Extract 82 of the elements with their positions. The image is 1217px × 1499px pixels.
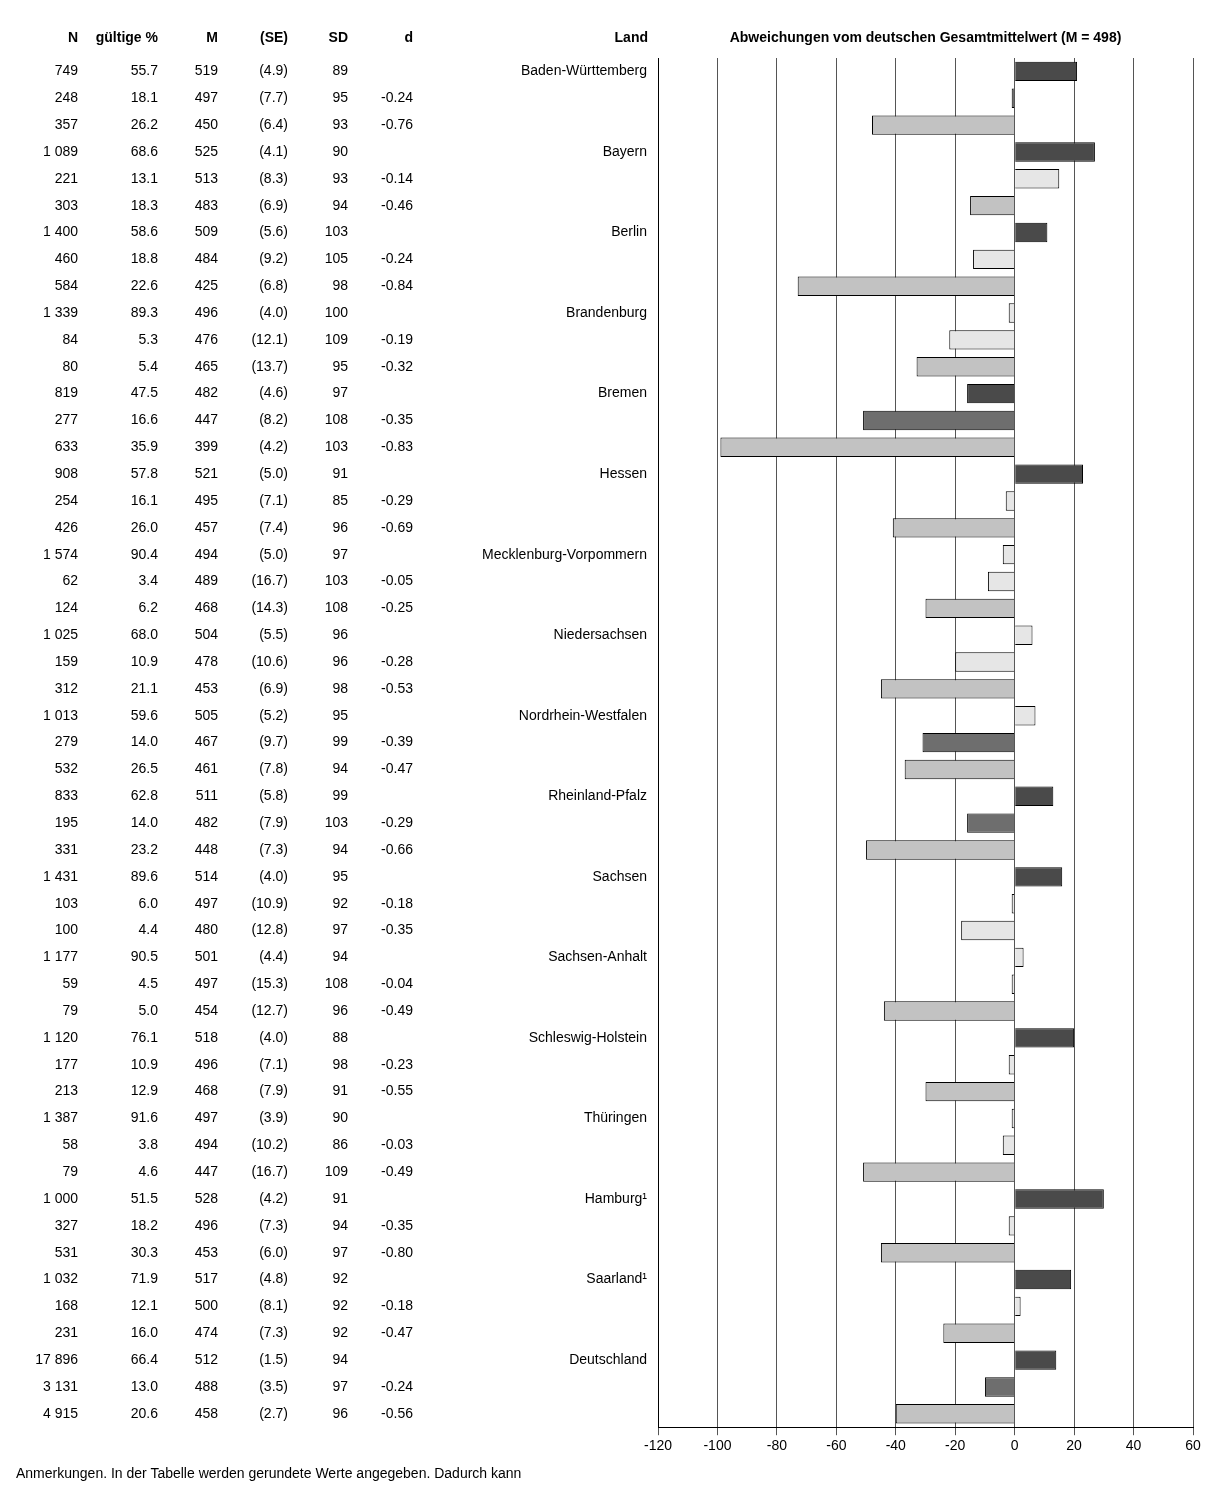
text: 531 30.3 453 (6.0) 97 -0.80: [54, 1243, 413, 1260]
text: 159 10.9 478 (10.6) 96 -0.28: [54, 652, 413, 669]
text: 59 4.5 497 (15.3) 108 -0.04: [62, 975, 413, 992]
text: 749 55.7 519 (4.9) 89: [54, 62, 348, 79]
text: 908 57.8 521 (5.0) 91: [54, 464, 348, 481]
y-tick-label: Niedersachsen: [553, 626, 647, 643]
y-tick-label: Hessen: [599, 464, 647, 481]
y-tick-label: Rheinland-Pfalz: [548, 787, 647, 804]
text: 168 12.1 500 (8.1) 92 -0.18: [54, 1297, 413, 1314]
text: 79 4.6 447 (16.7) 109 -0.49: [62, 1163, 413, 1180]
y-tick-label: Mecklenburg-Vorpommern: [482, 545, 647, 562]
x-tick-label: 20: [1066, 1437, 1083, 1454]
x-tick-label: 60: [1185, 1437, 1201, 1454]
y-tick-label: Bremen: [597, 384, 647, 401]
text: 17 896 66.4 512 (1.5) 94: [35, 1350, 348, 1367]
text: 3 131 13.0 488 (3.5) 97 -0.24: [42, 1377, 413, 1394]
text: 58 3.8 494 (10.2) 86 -0.03: [62, 1136, 413, 1153]
y-tick-label: Saarland¹: [586, 1270, 648, 1287]
x-tick-label: -120: [643, 1437, 673, 1454]
text: 62 3.4 489 (16.7) 103 -0.05: [62, 572, 413, 589]
x-tick-label: -20: [945, 1437, 966, 1454]
text: Land: [614, 28, 648, 45]
text: Anmerkungen. In der Tabelle werden gerundete Werte angegeben. Dadurch kann: [16, 1464, 522, 1481]
text: 1 387 91.6 497 (3.9) 90: [42, 1109, 348, 1126]
text: 213 12.9 468 (7.9) 91 -0.55: [54, 1082, 413, 1099]
text: 1 025 68.0 504 (5.5) 96: [42, 626, 348, 643]
text: 177 10.9 496 (7.1) 98 -0.23: [54, 1055, 413, 1072]
text: 331 23.2 448 (7.3) 94 -0.66: [54, 840, 413, 857]
text: 277 16.6 447 (8.2) 108 -0.35: [54, 411, 413, 428]
x-tick-label: -100: [703, 1437, 732, 1454]
text: 1 177 90.5 501 (4.4) 94: [42, 948, 348, 965]
text: 248 18.1 497 (7.7) 95 -0.24: [54, 89, 413, 106]
text: 4 915 20.6 458 (2.7) 96 -0.56: [42, 1404, 413, 1421]
chart-title: Abweichungen vom deutschen Gesamtmittelwert (M = 498): [729, 28, 1122, 45]
x-tick-label: -60: [826, 1437, 847, 1454]
text: 195 14.0 482 (7.9) 103 -0.29: [54, 814, 413, 830]
text: 1 013 59.6 505 (5.2) 95: [42, 706, 348, 723]
text: 357 26.2 450 (6.4) 93 -0.76: [54, 115, 413, 132]
x-tick-label: 0: [1010, 1437, 1019, 1454]
y-tick-label: Berlin: [611, 223, 647, 240]
y-tick-label: Bayern: [602, 142, 647, 159]
y-tick-label: Thüringen: [583, 1109, 647, 1126]
text: 80 5.4 465 (13.7) 95 -0.32: [62, 357, 413, 374]
x-tick-label: -80: [766, 1437, 788, 1454]
text: 633 35.9 399 (4.2) 103 -0.83: [54, 438, 413, 455]
text: 460 18.8 484 (9.2) 105 -0.24: [54, 250, 413, 267]
text: 100 4.4 480 (12.8) 97 -0.35: [54, 921, 413, 938]
text: 1 339 89.3 496 (4.0) 100: [42, 303, 348, 320]
text: 833 62.8 511 (5.8) 99: [54, 787, 348, 804]
text: 1 032 71.9 517 (4.8) 92: [42, 1270, 348, 1287]
text: 231 16.0 474 (7.3) 92 -0.47: [54, 1324, 413, 1341]
text: 426 26.0 457 (7.4) 96 -0.69: [54, 518, 413, 535]
y-tick-label: Sachsen: [592, 867, 647, 884]
text: 84 5.3 476 (12.1) 109 -0.19: [62, 330, 413, 347]
text: 1 574 90.4 494 (5.0) 97: [42, 545, 348, 562]
text: 584 22.6 425 (6.8) 98 -0.84: [54, 277, 413, 294]
text: N gültige % M (SE) SD d: [67, 28, 413, 45]
text: 124 6.2 468 (14.3) 108 -0.25: [54, 599, 413, 616]
text: 1 431 89.6 514 (4.0) 95: [42, 867, 348, 884]
text: 221 13.1 513 (8.3) 93 -0.14: [54, 169, 413, 186]
y-tick-label: Baden-Württemberg: [520, 62, 647, 79]
text: 279 14.0 467 (9.7) 99 -0.39: [54, 733, 413, 750]
text: 254 16.1 495 (7.1) 85 -0.29: [54, 491, 413, 508]
text: 1 400 58.6 509 (5.6) 103: [42, 223, 348, 240]
y-tick-label: Hamburg¹: [584, 1189, 648, 1206]
text: 79 5.0 454 (12.7) 96 -0.49: [62, 1001, 413, 1018]
text: 819 47.5 482 (4.6) 97: [54, 384, 348, 401]
text: 532 26.5 461 (7.8) 94 -0.47: [54, 760, 413, 777]
text: 1 120 76.1 518 (4.0) 88: [42, 1028, 348, 1045]
x-tick-label: 40: [1125, 1437, 1142, 1454]
y-tick-label: Nordrhein-Westfalen: [518, 706, 647, 723]
text: 103 6.0 497 (10.9) 92 -0.18: [54, 894, 413, 911]
x-tick-label: -40: [885, 1437, 907, 1454]
y-tick-label: Sachsen-Anhalt: [548, 948, 648, 965]
y-tick-label: Schleswig-Holstein: [528, 1028, 647, 1045]
text: 303 18.3 483 (6.9) 94 -0.46: [54, 196, 413, 213]
y-tick-label: Deutschland: [569, 1350, 647, 1367]
text: 1 000 51.5 528 (4.2) 91: [42, 1189, 348, 1206]
text: 312 21.1 453 (6.9) 98 -0.53: [54, 679, 413, 696]
text: 1 089 68.6 525 (4.1) 90: [42, 142, 348, 159]
text: 327 18.2 496 (7.3) 94 -0.35: [54, 1216, 413, 1233]
y-tick-label: Brandenburg: [566, 303, 647, 320]
